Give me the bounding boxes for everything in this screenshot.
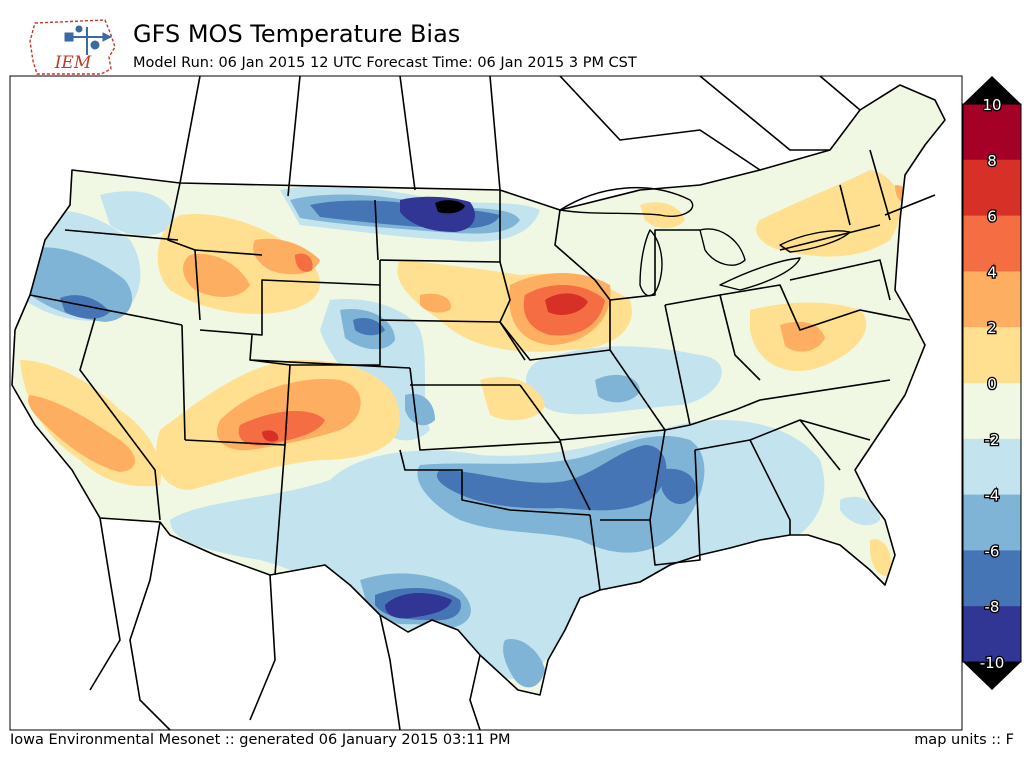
colorbar-tick-label: 6 xyxy=(987,208,997,226)
iem-logo: IEM xyxy=(29,19,116,75)
colorbar-tick-label: -6 xyxy=(985,542,1000,560)
colorbar-swatch xyxy=(963,438,1021,496)
colorbar-tick-label: 4 xyxy=(987,263,997,281)
colorbar-swatch xyxy=(963,606,1021,663)
colorbar-swatch xyxy=(963,104,1021,161)
colorbar-swatch xyxy=(963,383,1021,440)
colorbar-outline xyxy=(962,103,1022,663)
page-title: GFS MOS Temperature Bias xyxy=(133,20,461,48)
colorbar-tick-label: -2 xyxy=(985,431,1000,449)
state-borders xyxy=(11,76,946,730)
colorbar-tick-label: 0 xyxy=(987,375,997,393)
colorbar-swatch xyxy=(963,215,1021,272)
colorbar-under-arrow xyxy=(963,662,1021,690)
colorbar-tick-label: 10 xyxy=(982,96,1001,114)
weather-vane-icon xyxy=(64,25,113,55)
colorbar-swatch xyxy=(963,271,1021,328)
footer-credit: Iowa Environmental Mesonet :: generated … xyxy=(10,732,511,748)
colorbar-swatch xyxy=(963,494,1021,551)
colorbar-tick-label: 8 xyxy=(987,152,997,170)
page-subtitle: Model Run: 06 Jan 2015 12 UTC Forecast T… xyxy=(133,55,637,71)
colorbar-swatch xyxy=(963,550,1021,607)
footer-units: map units :: F xyxy=(914,732,1014,748)
colorbar-tick-label: -4 xyxy=(985,487,1000,505)
colorbar-tick-label: 2 xyxy=(987,319,997,337)
colorbar-over-arrow xyxy=(963,76,1021,104)
logo-text: IEM xyxy=(54,53,92,73)
colorbar-tick-label: -10 xyxy=(980,654,1005,672)
colorbar-swatch xyxy=(963,327,1021,384)
colorbar-tick-label: -8 xyxy=(985,598,1000,616)
colorbar-swatch xyxy=(963,159,1021,217)
